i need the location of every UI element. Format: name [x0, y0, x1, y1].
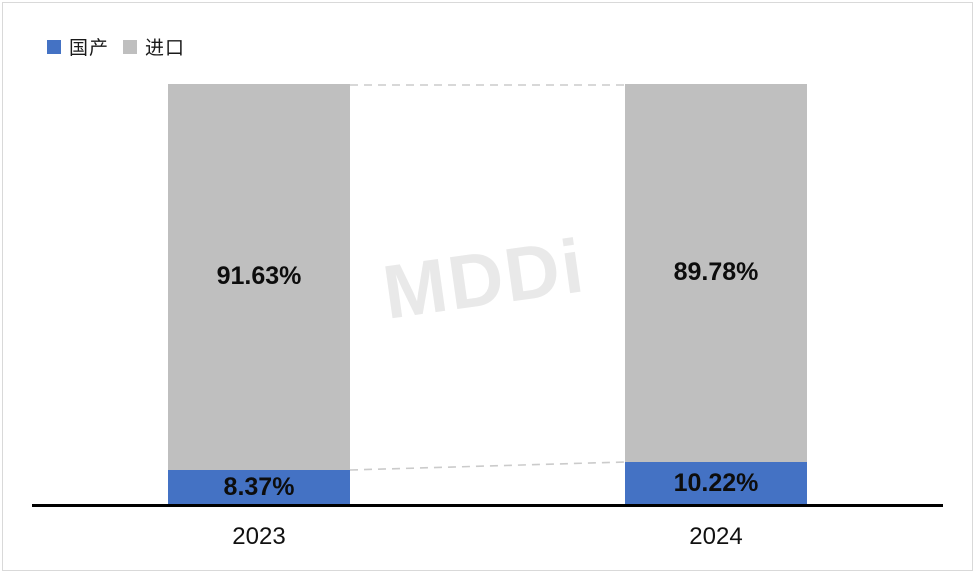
segment-imported-2024: 89.78% [625, 84, 807, 462]
connector-bottom-dashed-line [349, 461, 626, 471]
legend-swatch-imported-icon [123, 39, 138, 54]
segment-domestic-2023: 8.37% [168, 469, 350, 505]
x-axis-label-2024: 2024 [689, 523, 743, 550]
bar-2024: 89.78% 10.22% [625, 84, 807, 505]
legend-item-imported: 进口 [123, 33, 185, 60]
x-axis-label-2023: 2023 [232, 523, 286, 550]
legend: 国产 进口 [47, 33, 185, 60]
data-label-imported-2024: 89.78% [673, 258, 759, 287]
legend-swatch-domestic-icon [47, 39, 61, 54]
legend-item-domestic: 国产 [47, 33, 109, 60]
bar-2023: 91.63% 8.37% [168, 84, 350, 505]
watermark: MDDi [378, 223, 591, 336]
data-label-domestic-2023: 8.37% [223, 472, 295, 501]
legend-label-domestic: 国产 [69, 38, 110, 59]
x-axis-line [32, 504, 943, 507]
segment-domestic-2024: 10.22% [625, 461, 807, 505]
legend-label-imported: 进口 [145, 38, 186, 59]
segment-imported-2023: 91.63% [168, 84, 350, 470]
data-label-domestic-2024: 10.22% [673, 468, 759, 497]
data-label-imported-2023: 91.63% [216, 262, 302, 291]
